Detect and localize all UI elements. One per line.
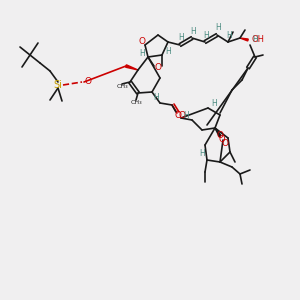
Text: O: O [175, 112, 182, 121]
Text: CH₃: CH₃ [130, 100, 142, 106]
Text: H: H [178, 34, 184, 43]
Text: H: H [215, 23, 221, 32]
Polygon shape [215, 128, 221, 136]
Text: O: O [178, 112, 185, 121]
Text: H: H [153, 92, 159, 101]
Text: H: H [190, 26, 196, 35]
Polygon shape [126, 65, 138, 70]
Text: H: H [252, 35, 258, 44]
Text: O: O [217, 130, 224, 140]
Text: H: H [165, 47, 171, 56]
Text: H: H [139, 50, 145, 58]
Text: O: O [219, 136, 225, 145]
Text: OH: OH [251, 35, 265, 44]
Text: H: H [211, 98, 217, 107]
Text: O: O [154, 64, 161, 73]
Text: H: H [226, 31, 232, 40]
Text: H: H [199, 149, 205, 158]
Text: H: H [183, 110, 189, 119]
Polygon shape [240, 38, 248, 41]
Text: O: O [139, 38, 145, 46]
Text: Si: Si [54, 80, 62, 90]
Text: O: O [221, 139, 229, 148]
Text: CH₃: CH₃ [116, 83, 128, 88]
Text: H: H [203, 31, 209, 40]
Text: O: O [85, 76, 92, 85]
